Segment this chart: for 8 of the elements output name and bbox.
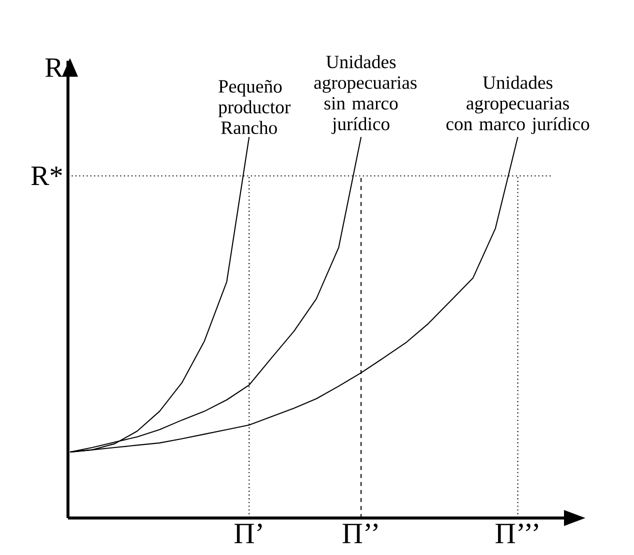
x-tick-label: Π’’’ <box>496 524 538 544</box>
series-label: Unidades agropecuarias con marco jurídico <box>446 76 590 134</box>
y-axis-title: R <box>45 58 64 77</box>
x-tick-label: Π’’ <box>342 524 378 544</box>
series-label: Pequeño productor Rancho <box>218 80 291 134</box>
text: Unidades agropecuarias sin marco jurídico <box>314 55 417 134</box>
ref-line-label: R* <box>31 166 62 186</box>
x-tick-label: Π’ <box>234 524 262 544</box>
